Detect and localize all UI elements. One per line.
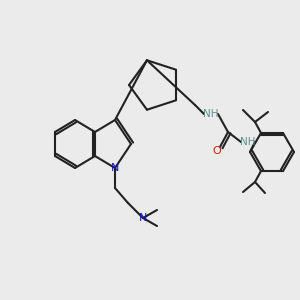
Text: NH: NH [203,109,219,119]
Text: NH: NH [240,137,256,147]
Text: N: N [111,163,119,173]
Text: O: O [213,146,221,156]
Text: N: N [139,213,147,223]
